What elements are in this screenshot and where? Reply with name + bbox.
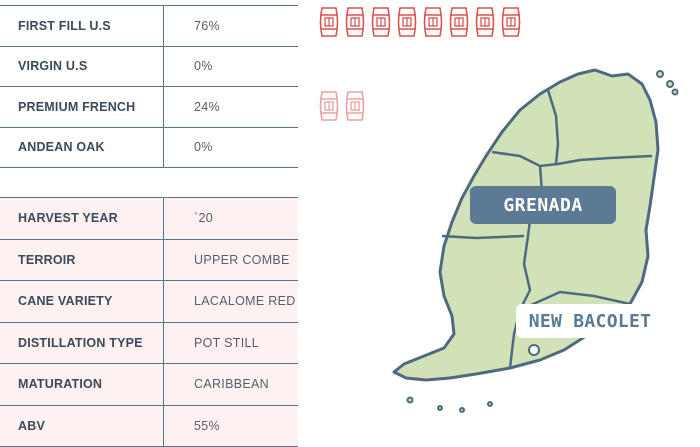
barrel-icon bbox=[371, 7, 391, 37]
spec-label: HARVEST YEAR bbox=[0, 198, 164, 239]
barrel-icon bbox=[397, 7, 417, 37]
barrel-icon bbox=[475, 7, 495, 37]
barrel-icon bbox=[319, 7, 339, 37]
cask-row-premium-french: PREMIUM FRENCH 24% bbox=[0, 87, 298, 128]
cask-label: PREMIUM FRENCH bbox=[0, 87, 164, 127]
barrel-icon bbox=[501, 7, 521, 37]
barrel-row-premium-french bbox=[318, 90, 366, 122]
cask-value: 0% bbox=[194, 59, 213, 74]
cask-table: FIRST FILL U.S 76% VIRGIN U.S 0% PREMIUM… bbox=[0, 5, 298, 168]
location-marker-icon bbox=[528, 344, 540, 356]
barrel-icon bbox=[319, 91, 339, 121]
barrel-icon bbox=[345, 7, 365, 37]
cask-row-andean-oak: ANDEAN OAK 0% bbox=[0, 127, 298, 168]
barrel-icon bbox=[423, 7, 443, 37]
spec-row-abv: ABV 55% bbox=[0, 405, 298, 447]
country-label: GRENADA bbox=[470, 186, 616, 224]
spec-row-maturation: MATURATION CARIBBEAN bbox=[0, 364, 298, 406]
cask-row-virgin: VIRGIN U.S 0% bbox=[0, 46, 298, 87]
spec-row-distillation-type: DISTILLATION TYPE POT STILL bbox=[0, 322, 298, 364]
spec-value: `20 bbox=[194, 211, 213, 226]
island-shape bbox=[392, 68, 660, 382]
spec-value: UPPER COMBE bbox=[194, 252, 290, 267]
spec-label: CANE VARIETY bbox=[0, 281, 164, 322]
cask-value: 0% bbox=[194, 140, 213, 155]
spec-row-harvest-year: HARVEST YEAR `20 bbox=[0, 198, 298, 240]
cask-label: FIRST FILL U.S bbox=[0, 6, 164, 46]
cask-value: 76% bbox=[194, 18, 220, 33]
grenada-map bbox=[392, 68, 679, 413]
spec-table: HARVEST YEAR `20 TERROIR UPPER COMBE CAN… bbox=[0, 197, 298, 447]
barrel-row-first-fill bbox=[318, 6, 522, 38]
spec-row-terroir: TERROIR UPPER COMBE bbox=[0, 239, 298, 281]
spec-value: POT STILL bbox=[194, 335, 259, 350]
barrel-icon bbox=[449, 7, 469, 37]
cask-label: ANDEAN OAK bbox=[0, 127, 164, 167]
spec-label: DISTILLATION TYPE bbox=[0, 322, 164, 363]
spec-value: LACALOME RED bbox=[194, 294, 296, 309]
spec-row-cane-variety: CANE VARIETY LACALOME RED bbox=[0, 281, 298, 323]
spec-label: ABV bbox=[0, 405, 164, 446]
barrel-icon bbox=[345, 91, 365, 121]
spec-value: 55% bbox=[194, 418, 220, 433]
cask-label: VIRGIN U.S bbox=[0, 46, 164, 86]
spec-label: TERROIR bbox=[0, 239, 164, 280]
islets bbox=[406, 70, 679, 413]
location-label: NEW BACOLET bbox=[516, 304, 664, 338]
cask-row-first-fill: FIRST FILL U.S 76% bbox=[0, 6, 298, 47]
spec-label: MATURATION bbox=[0, 364, 164, 405]
cask-value: 24% bbox=[194, 99, 220, 114]
spec-value: CARIBBEAN bbox=[194, 377, 269, 392]
